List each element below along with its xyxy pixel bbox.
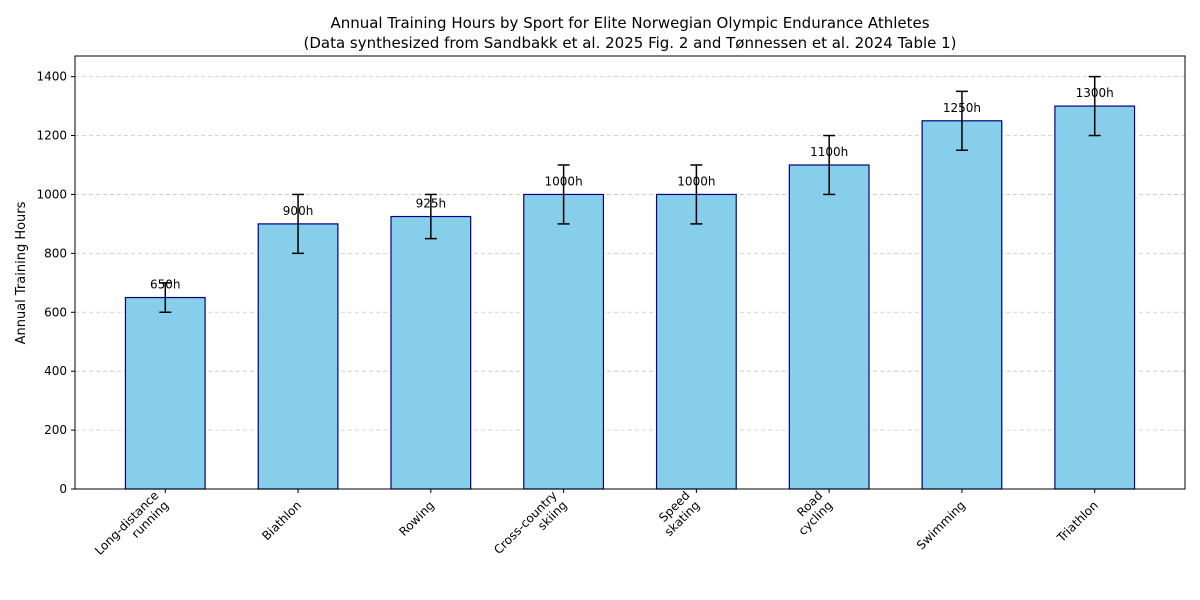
y-tick-label: 600	[44, 305, 67, 319]
data-label: 925h	[416, 197, 447, 211]
bar	[1054, 105, 1136, 490]
bar	[124, 296, 206, 490]
data-label: 900h	[283, 204, 314, 218]
y-tick-label: 0	[59, 482, 67, 496]
bar	[921, 120, 1003, 490]
x-tick-label-line: Swimming	[914, 498, 968, 552]
error-bars	[159, 75, 1101, 314]
y-tick-label: 1400	[36, 70, 67, 84]
x-tick-label: Rowing	[396, 498, 437, 539]
plot-frame	[74, 55, 1186, 490]
x-tick-label: Biathlon	[259, 498, 304, 543]
chart-title: Annual Training Hours by Sport for Elite…	[330, 14, 929, 32]
data-label: 650h	[150, 278, 181, 292]
y-tick-label: 1200	[36, 129, 67, 143]
x-tick-label-line: Triathlon	[1054, 498, 1101, 545]
y-tick-label: 200	[44, 423, 67, 437]
grid-lines	[75, 76, 1185, 490]
y-axis-ticks: 0 200 400 600 800 1000 1200 1400	[36, 70, 75, 496]
y-axis-label: Annual Training Hours	[14, 201, 29, 344]
bar	[257, 223, 339, 490]
bars	[124, 105, 1136, 490]
bar	[523, 193, 605, 490]
data-labels: 650h 900h 925h 1000h 1000h 1100h 1250h 1300h	[150, 86, 1114, 291]
bar	[390, 215, 472, 490]
x-tick-label: Triathlon	[1054, 498, 1101, 545]
x-tick-label-line: Biathlon	[259, 498, 304, 543]
y-tick-label: 800	[44, 246, 67, 260]
x-tick-label: Swimming	[914, 498, 968, 552]
y-tick-label: 400	[44, 364, 67, 378]
data-label: 1250h	[943, 101, 981, 115]
data-label: 1300h	[1076, 86, 1114, 100]
y-tick-label: 1000	[36, 187, 67, 201]
x-tick-label-line: Rowing	[396, 498, 437, 539]
data-label: 1000h	[677, 174, 715, 188]
data-label: 1100h	[810, 145, 848, 159]
bar	[788, 164, 870, 490]
chart-subtitle: (Data synthesized from Sandbakk et al. 2…	[303, 34, 956, 52]
data-label: 1000h	[545, 174, 583, 188]
bar	[655, 193, 737, 490]
